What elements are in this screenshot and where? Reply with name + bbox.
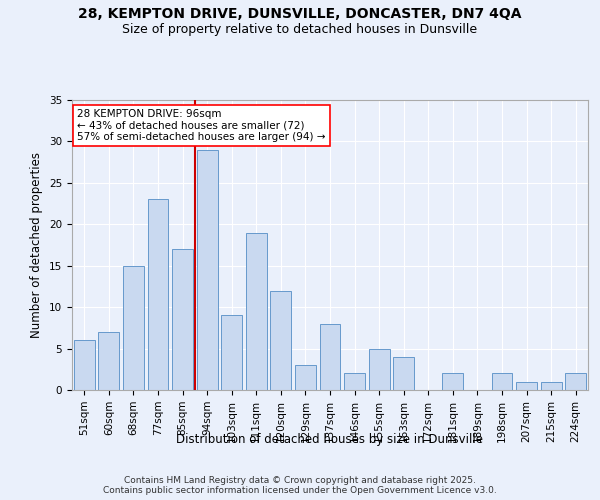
Bar	[197, 150, 218, 390]
Bar	[148, 200, 169, 390]
Bar	[98, 332, 119, 390]
Y-axis label: Number of detached properties: Number of detached properties	[31, 152, 43, 338]
Bar	[246, 232, 267, 390]
Text: 28, KEMPTON DRIVE, DUNSVILLE, DONCASTER, DN7 4QA: 28, KEMPTON DRIVE, DUNSVILLE, DONCASTER,…	[78, 8, 522, 22]
Bar	[442, 374, 463, 390]
Bar	[491, 374, 512, 390]
Bar	[74, 340, 95, 390]
Text: Distribution of detached houses by size in Dunsville: Distribution of detached houses by size …	[176, 432, 484, 446]
Bar	[320, 324, 340, 390]
Bar	[393, 357, 414, 390]
Text: Contains HM Land Registry data © Crown copyright and database right 2025.
Contai: Contains HM Land Registry data © Crown c…	[103, 476, 497, 495]
Bar	[368, 348, 389, 390]
Bar	[565, 374, 586, 390]
Bar	[344, 374, 365, 390]
Bar	[221, 316, 242, 390]
Bar	[541, 382, 562, 390]
Bar	[123, 266, 144, 390]
Bar	[271, 290, 292, 390]
Text: 28 KEMPTON DRIVE: 96sqm
← 43% of detached houses are smaller (72)
57% of semi-de: 28 KEMPTON DRIVE: 96sqm ← 43% of detache…	[77, 108, 326, 142]
Bar	[172, 249, 193, 390]
Bar	[295, 365, 316, 390]
Text: Size of property relative to detached houses in Dunsville: Size of property relative to detached ho…	[122, 22, 478, 36]
Bar	[516, 382, 537, 390]
